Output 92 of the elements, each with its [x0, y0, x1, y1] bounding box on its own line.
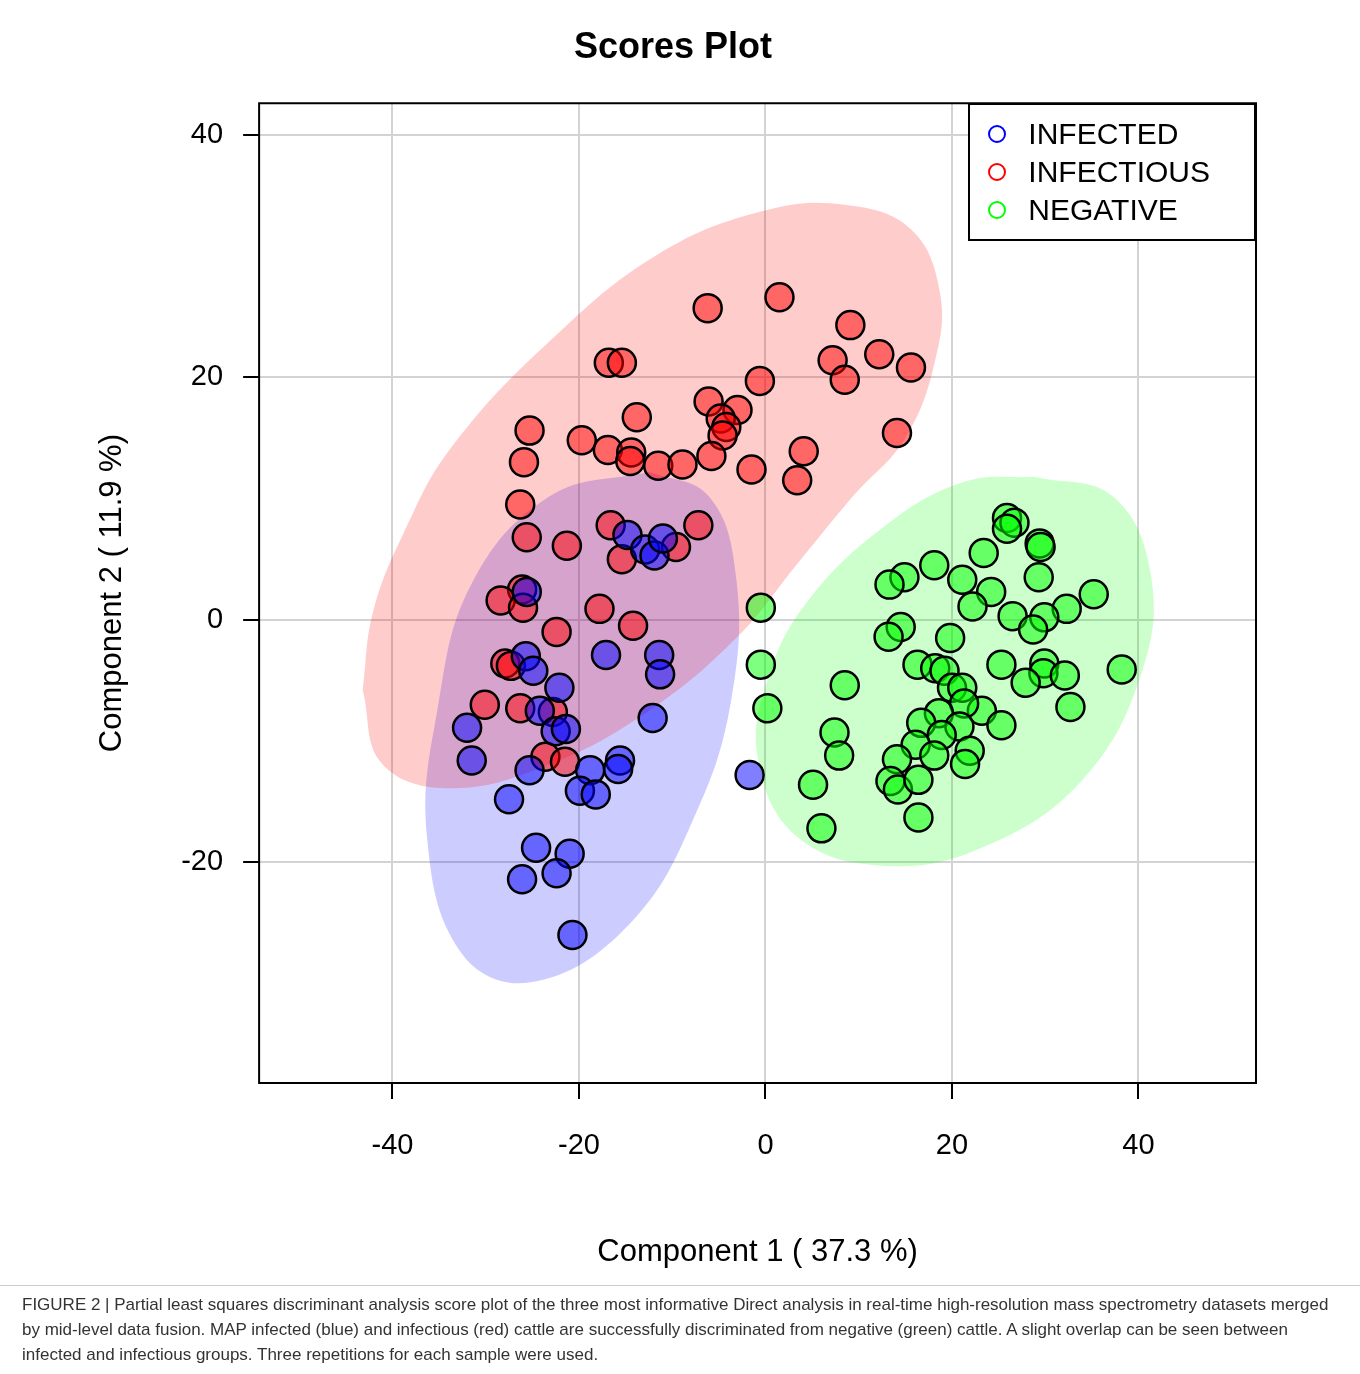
point: [903, 802, 934, 833]
point: [1023, 562, 1054, 593]
point: [895, 352, 927, 383]
point: [745, 649, 777, 680]
point: [602, 753, 634, 785]
legend-label: NEGATIVE: [1028, 192, 1178, 229]
point: [1049, 660, 1081, 691]
point: [469, 689, 501, 720]
point: [518, 655, 549, 686]
point: [508, 446, 540, 478]
caption: FIGURE 2 | Partial least squares discriminant analysis score plot of the three most informative Direct analysis in real-time high-resolution mass spectrometry datasets merged by mid-level data fusion. MAP infected (blue) and infectious (red) cattle are successfully discriminated from negative (green) cattle. A slight overlap can be seen between infected and infectious groups. Three repetitions for each sample were used.: [22, 1294, 1330, 1366]
x-tick-label: -40: [371, 1128, 414, 1161]
point: [734, 759, 765, 791]
point: [1010, 667, 1041, 699]
y-axis-title: Component 2 ( 11.9 %): [93, 433, 129, 753]
point: [621, 402, 653, 433]
point: [644, 659, 676, 690]
point: [864, 338, 895, 370]
point: [566, 425, 598, 456]
point: [551, 530, 583, 562]
point: [781, 465, 813, 496]
point: [919, 740, 950, 771]
chart-title: Scores Plot: [573, 24, 773, 66]
point: [806, 813, 837, 844]
point: [986, 710, 1017, 741]
point: [557, 919, 588, 951]
point: [874, 569, 905, 600]
y-tick-label: 40: [190, 116, 224, 149]
point: [744, 365, 776, 397]
point: [524, 695, 556, 726]
point: [615, 445, 646, 477]
point: [1017, 614, 1049, 645]
point: [549, 746, 581, 777]
point: [590, 639, 622, 671]
point: [764, 281, 795, 313]
x-axis-title: Component 1 ( 37.3 %): [597, 1232, 918, 1268]
point: [456, 745, 487, 776]
point: [520, 832, 552, 863]
point: [949, 748, 981, 780]
point: [1055, 691, 1086, 723]
point: [835, 309, 866, 341]
x-tick-label: 20: [935, 1128, 969, 1161]
point: [947, 564, 978, 596]
point: [514, 415, 545, 446]
point: [584, 593, 615, 625]
point: [550, 713, 582, 745]
legend-label: INFECTIOUS: [1028, 154, 1210, 191]
point: [504, 489, 536, 520]
point: [823, 740, 855, 771]
point: [997, 600, 1028, 632]
point: [968, 537, 999, 569]
point: [580, 779, 612, 810]
point: [637, 702, 668, 734]
point: [667, 449, 698, 480]
point: [1078, 579, 1109, 610]
point: [451, 712, 483, 743]
point: [986, 649, 1017, 680]
point: [881, 417, 913, 449]
point: [493, 784, 525, 815]
point: [544, 672, 575, 703]
point: [606, 347, 638, 378]
y-tick-label: -20: [181, 844, 224, 877]
x-tick-label: 0: [757, 1128, 774, 1161]
point: [692, 292, 723, 324]
point: [647, 523, 679, 554]
point: [514, 754, 545, 786]
point: [957, 591, 988, 622]
legend-label: INFECTED: [1028, 116, 1179, 153]
point: [829, 364, 860, 395]
point: [934, 622, 966, 654]
point: [919, 549, 950, 581]
point: [903, 764, 934, 796]
point: [788, 435, 819, 467]
point: [696, 440, 727, 472]
x-tick-label: 40: [1122, 1128, 1155, 1161]
point: [797, 769, 829, 800]
point: [745, 592, 777, 623]
point: [617, 610, 649, 642]
point: [752, 693, 783, 724]
y-tick-label: 20: [190, 359, 224, 392]
x-tick-label: -20: [558, 1128, 600, 1161]
y-tick-label: 0: [206, 601, 224, 634]
point: [541, 616, 572, 648]
point: [683, 509, 714, 541]
point: [511, 522, 542, 553]
point: [736, 454, 767, 485]
point: [991, 513, 1023, 545]
point: [506, 864, 538, 895]
point: [1106, 654, 1137, 685]
point: [541, 857, 572, 889]
point: [873, 621, 904, 652]
point: [829, 670, 860, 701]
